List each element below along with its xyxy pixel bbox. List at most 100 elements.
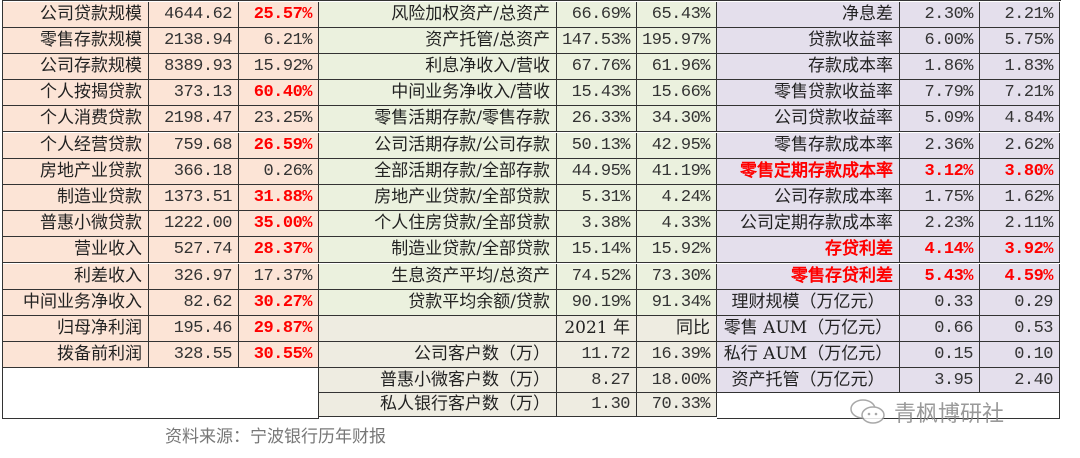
source-note: 资料来源：宁波银行历年财报 (165, 427, 386, 447)
value-cell: 195.97% (637, 27, 717, 54)
row-label: 生息资产平均/总资产 (319, 263, 557, 290)
value-cell: 2.40 (980, 368, 1060, 393)
row-label: 零售存贷利差 (717, 263, 900, 290)
yoy-cell: 25.57% (239, 1, 319, 28)
yoy-cell: 6.21% (239, 27, 319, 54)
value-cell: 3.80% (980, 158, 1060, 185)
value-cell: 50.13% (557, 132, 637, 159)
yoy-cell: 17.37% (239, 263, 319, 290)
yoy-cell: 15.92% (239, 53, 319, 81)
value-cell: 1.62% (980, 184, 1060, 212)
row-label: 零售存款规模 (3, 27, 149, 54)
value-cell: 195.46 (149, 315, 239, 343)
data-table (2, 0, 1061, 419)
value-cell: 6.00% (900, 27, 980, 54)
value-cell: 42.95% (637, 132, 717, 159)
row-label: 风险加权资产/总资产 (319, 1, 557, 28)
value-cell: 1.30 (557, 392, 637, 418)
value-cell: 15.43% (557, 80, 637, 107)
row-label: 拨备前利润 (3, 342, 149, 369)
value-cell: 61.96% (637, 53, 717, 81)
value-cell: 2.21% (980, 1, 1060, 28)
value-cell: 73.30% (637, 263, 717, 290)
row-label: 普惠小微贷款 (3, 211, 149, 238)
value-cell: 11.72 (557, 342, 637, 369)
value-cell: 4.84% (980, 106, 1060, 133)
row-label: 公司贷款规模 (3, 1, 149, 28)
value-cell: 8.27 (557, 368, 637, 393)
row-label: 公司客户数（万） (319, 342, 557, 369)
yoy-cell: 28.37% (239, 237, 319, 264)
yoy-cell: 30.55% (239, 342, 319, 369)
value-cell: 8389.93 (149, 53, 239, 81)
row-label: 个人经营贷款 (3, 132, 149, 159)
row-label: 中间业务净收入/营收 (319, 80, 557, 107)
value-cell: 2.62% (980, 132, 1060, 159)
row-label: 个人住房贷款/全部贷款 (319, 211, 557, 238)
row-label: 个人按揭贷款 (3, 80, 149, 107)
row-label: 零售 AUM（万亿元） (717, 315, 900, 343)
row-label: 存贷利差 (717, 237, 900, 264)
value-cell: 2021 年 (557, 315, 637, 343)
row-label: 公司活期存款/公司存款 (319, 132, 557, 159)
row-label: 普惠小微客户数（万） (319, 368, 557, 393)
value-cell: 41.19% (637, 158, 717, 185)
value-cell: 2.36% (900, 132, 980, 159)
value-cell: 1.83% (980, 53, 1060, 81)
row-label: 理财规模（万亿元） (717, 289, 900, 316)
blank-area (3, 368, 319, 419)
value-cell: 15.92% (637, 237, 717, 264)
row-label: 零售贷款收益率 (717, 80, 900, 107)
value-cell: 7.79% (900, 80, 980, 107)
blank-area (717, 392, 1060, 419)
value-cell: 0.10 (980, 342, 1060, 369)
row-label: 利息净收入/营收 (319, 53, 557, 81)
value-cell: 0.66 (900, 315, 980, 343)
value-cell: 0.53 (980, 315, 1060, 343)
row-label: 资产托管（万亿元） (717, 368, 900, 393)
row-label: 净息差 (717, 1, 900, 28)
value-cell: 759.68 (149, 132, 239, 159)
value-cell: 70.33% (637, 392, 717, 418)
value-cell: 15.66% (637, 80, 717, 107)
value-cell: 1373.51 (149, 184, 239, 212)
row-label: 资产托管/总资产 (319, 27, 557, 54)
value-cell: 4.14% (900, 237, 980, 264)
value-cell: 1.75% (900, 184, 980, 212)
value-cell: 2.23% (900, 211, 980, 238)
value-cell: 527.74 (149, 237, 239, 264)
watermark-text: 青枫博研社 (894, 402, 1005, 427)
value-cell: 65.43% (637, 1, 717, 28)
value-cell: 90.19% (557, 289, 637, 316)
yoy-cell: 31.88% (239, 184, 319, 212)
value-cell: 1.86% (900, 53, 980, 81)
value-cell: 4.33% (637, 211, 717, 238)
value-cell: 366.18 (149, 158, 239, 185)
row-label: 私人银行客户数（万） (319, 392, 557, 418)
row-label: 贷款平均余额/贷款 (319, 289, 557, 316)
row-label: 房地产业贷款 (3, 158, 149, 185)
row-label: 公司贷款收益率 (717, 106, 900, 133)
value-cell: 74.52% (557, 263, 637, 290)
row-label: 公司存款成本率 (717, 184, 900, 212)
row-label: 利差收入 (3, 263, 149, 290)
value-cell: 2138.94 (149, 27, 239, 54)
row-label: 私行 AUM（万亿元） (717, 342, 900, 369)
value-cell: 4644.62 (149, 1, 239, 28)
value-cell: 16.39% (637, 342, 717, 369)
yoy-cell: 60.40% (239, 80, 319, 107)
value-cell: 373.13 (149, 80, 239, 107)
yoy-cell: 35.00% (239, 211, 319, 238)
value-cell: 44.95% (557, 158, 637, 185)
yoy-cell: 30.27% (239, 289, 319, 316)
row-label (319, 315, 557, 343)
row-label: 归母净利润 (3, 315, 149, 343)
yoy-cell: 0.26% (239, 158, 319, 185)
value-cell: 5.31% (557, 184, 637, 212)
watermark: 青枫博研社 (848, 396, 1004, 428)
value-cell: 82.62 (149, 289, 239, 316)
row-label: 制造业贷款 (3, 184, 149, 212)
row-label: 零售活期存款/零售存款 (319, 106, 557, 133)
value-cell: 18.00% (637, 368, 717, 393)
value-cell: 5.75% (980, 27, 1060, 54)
